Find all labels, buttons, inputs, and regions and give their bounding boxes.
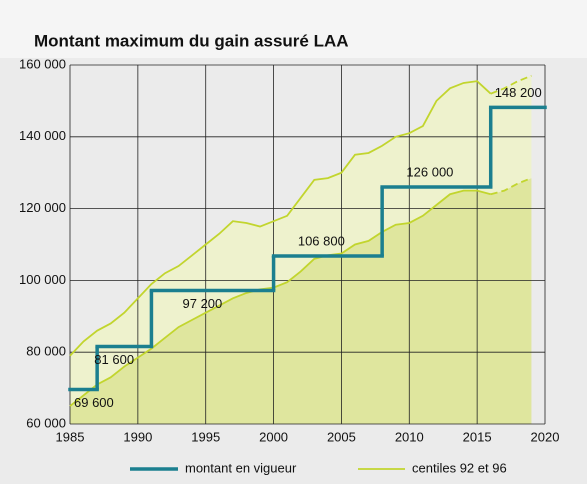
y-tick-label: 160 000 [19, 56, 66, 71]
legend-label: montant en vigueur [185, 460, 297, 475]
y-tick-label: 120 000 [19, 200, 66, 215]
chart-title: Montant maximum du gain assuré LAA [34, 31, 349, 50]
value-label: 97 200 [183, 296, 223, 311]
title-band [0, 0, 587, 58]
plot: 60 000 80 000 100 000 120 000 140 000 160 000… [19, 56, 559, 475]
centile-line-dashed [490, 74, 532, 95]
x-tick-label: 1985 [56, 429, 85, 444]
x-tick-label: 2005 [327, 429, 356, 444]
centile-line-dashed [490, 177, 532, 196]
value-label: 126 000 [406, 164, 453, 179]
x-tick-label: 2020 [531, 429, 560, 444]
lower-area [70, 178, 532, 424]
y-tick-label: 140 000 [19, 128, 66, 143]
y-tick-label: 100 000 [19, 272, 66, 287]
value-label: 148 200 [495, 85, 542, 100]
x-tick-label: 1995 [191, 429, 220, 444]
value-label: 69 600 [74, 395, 114, 410]
centile-line [69, 80, 492, 357]
value-label: 81 600 [94, 352, 134, 367]
legend-label: centiles 92 et 96 [412, 460, 507, 475]
x-tick-label: 1990 [123, 429, 152, 444]
x-tick-label: 2010 [395, 429, 424, 444]
x-tick-label: 2000 [259, 429, 288, 444]
value-label: 106 800 [298, 233, 345, 248]
centile-line [69, 189, 491, 407]
y-tick-label: 60 000 [26, 415, 66, 430]
y-tick-label: 80 000 [26, 344, 66, 359]
x-tick-label: 2015 [463, 429, 492, 444]
